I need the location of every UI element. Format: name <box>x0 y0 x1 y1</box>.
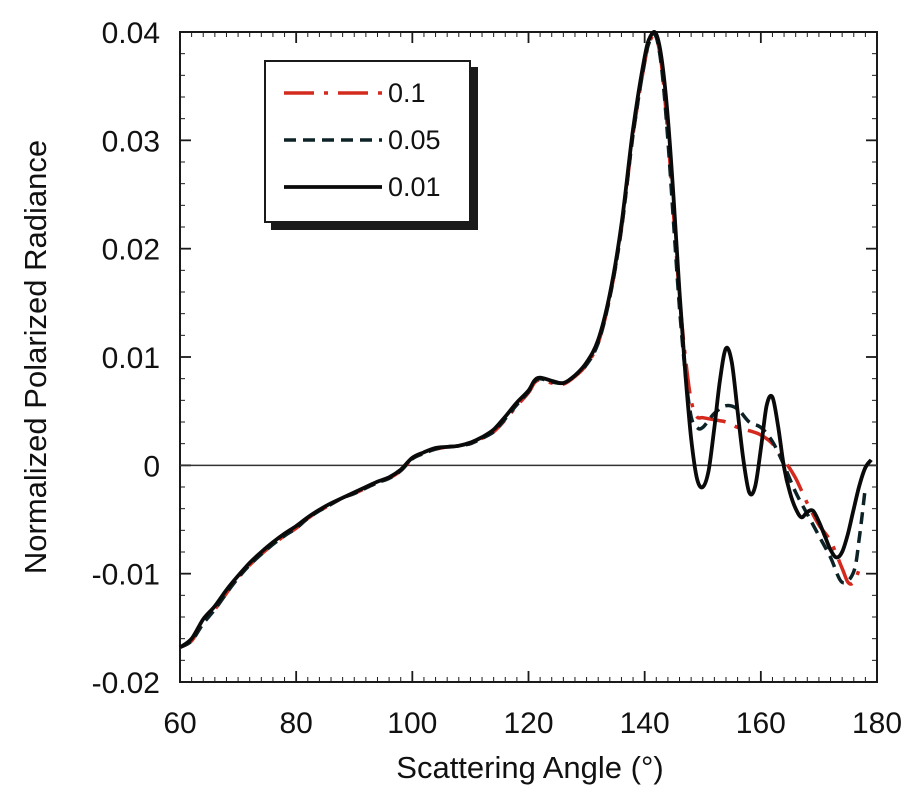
x-tick-label: 160 <box>736 707 786 740</box>
x-tick-label: 60 <box>163 707 196 740</box>
y-tick-label: -0.02 <box>92 667 160 700</box>
y-tick-label: -0.01 <box>92 559 160 592</box>
x-tick-labels: 60 80 100 120 140 160 180 <box>163 707 902 740</box>
x-tick-label: 180 <box>852 707 902 740</box>
y-tick-labels: -0.02 -0.01 0 0.01 0.02 0.03 0.04 <box>92 17 160 700</box>
legend-label: 0.1 <box>388 78 426 108</box>
legend: 0.1 0.05 0.01 <box>264 60 478 230</box>
y-tick-label: 0 <box>143 450 160 483</box>
x-tick-label: 120 <box>503 707 553 740</box>
y-tick-label: 0.04 <box>102 17 160 50</box>
x-tick-label: 100 <box>387 707 437 740</box>
legend-label: 0.05 <box>388 125 441 155</box>
y-tick-label: 0.02 <box>102 234 160 267</box>
axis-ticks <box>179 31 878 683</box>
y-tick-label: 0.03 <box>102 125 160 158</box>
x-tick-label: 80 <box>279 707 312 740</box>
x-tick-label: 140 <box>620 707 670 740</box>
legend-label: 0.01 <box>388 172 441 202</box>
x-axis-title: Scattering Angle (°) <box>396 750 663 785</box>
series-layer <box>178 30 873 649</box>
y-axis-title: Normalized Polarized Radiance <box>18 140 53 574</box>
y-tick-label: 0.01 <box>102 342 160 375</box>
series-line-0-01 <box>178 30 873 649</box>
